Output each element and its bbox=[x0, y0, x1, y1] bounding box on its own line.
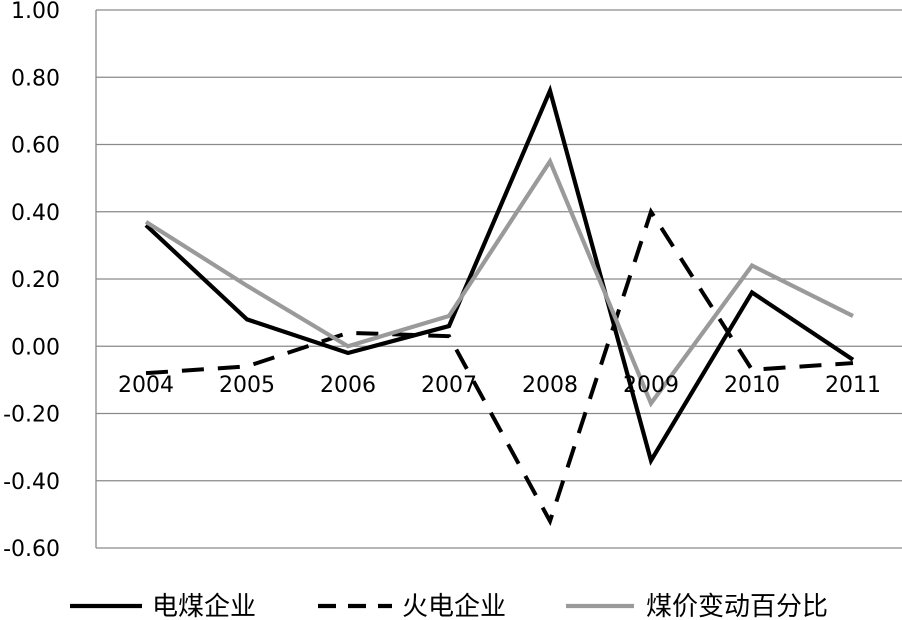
y-tick-label: 0.80 bbox=[11, 66, 60, 91]
y-tick-label: -0.40 bbox=[3, 470, 60, 495]
y-tick-label: 0.20 bbox=[11, 268, 60, 293]
legend: 电煤企业 火电企业 煤价变动百分比 bbox=[70, 592, 828, 620]
x-axis-labels: 2004 2005 2006 2007 2008 2009 2010 2011 bbox=[118, 373, 881, 398]
y-tick-label: 0.00 bbox=[11, 335, 60, 360]
y-tick-label: 1.00 bbox=[11, 0, 60, 24]
legend-label-1: 火电企业 bbox=[402, 592, 506, 620]
x-tick-label: 2007 bbox=[421, 373, 477, 398]
series-line-2 bbox=[144, 156, 854, 408]
y-tick-label: 0.40 bbox=[11, 201, 60, 226]
y-tick-label: -0.20 bbox=[3, 403, 60, 428]
x-tick-label: 2011 bbox=[825, 373, 881, 398]
gridlines bbox=[95, 9, 902, 549]
y-tick-label: -0.60 bbox=[3, 537, 60, 562]
x-tick-label: 2009 bbox=[623, 373, 679, 398]
x-tick-label: 2008 bbox=[522, 373, 578, 398]
series-lines bbox=[144, 84, 855, 527]
y-tick-label: 0.60 bbox=[11, 134, 60, 159]
x-tick-label: 2010 bbox=[724, 373, 780, 398]
x-tick-label: 2004 bbox=[118, 373, 174, 398]
legend-label-2: 煤价变动百分比 bbox=[646, 592, 828, 620]
legend-label-0: 电煤企业 bbox=[152, 592, 256, 620]
x-tick-label: 2005 bbox=[219, 373, 275, 398]
series-line-0 bbox=[144, 84, 855, 466]
y-axis: 1.00 0.80 0.60 0.40 0.20 0.00 -0.20 -0.40 -0.60 bbox=[3, 0, 60, 562]
series-line-1 bbox=[145, 207, 854, 527]
x-tick-label: 2006 bbox=[320, 373, 376, 398]
